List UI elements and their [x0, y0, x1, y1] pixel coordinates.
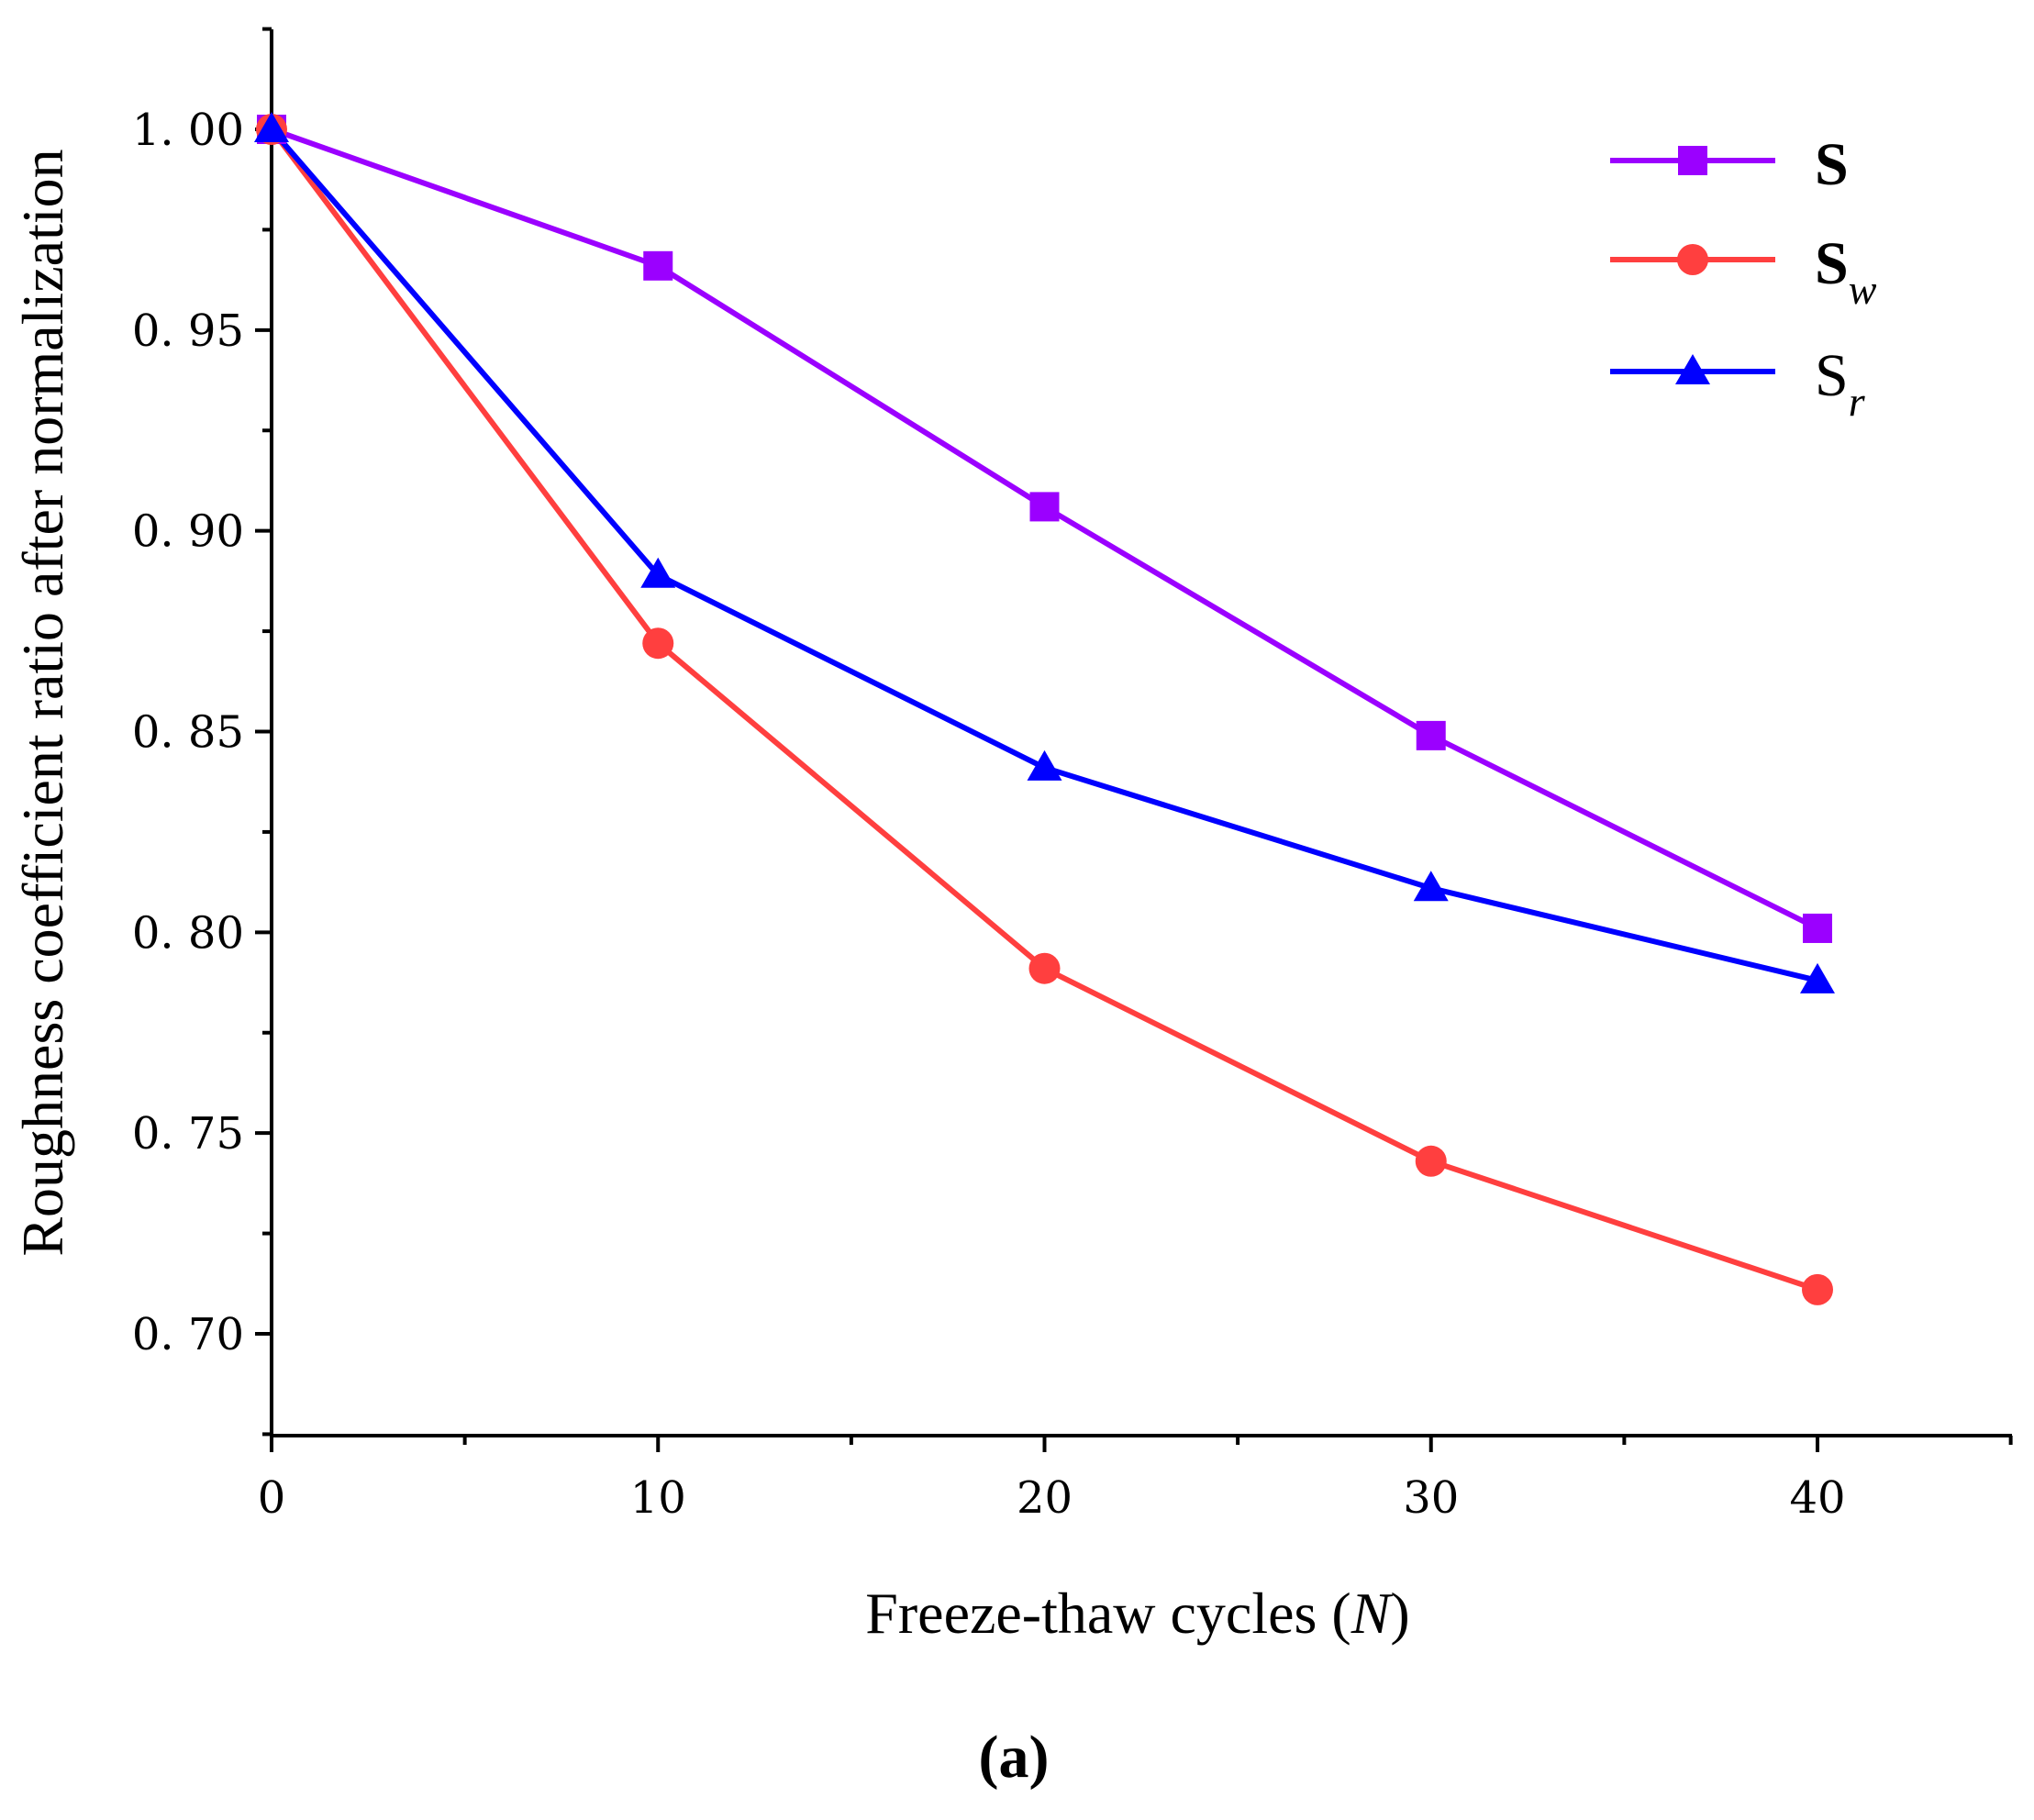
x-tick-label: 20 [1017, 1472, 1073, 1524]
series-line-s-r [269, 128, 1818, 983]
legend-marker-s [1678, 146, 1707, 175]
legend-label-subscript: w [1849, 266, 1877, 313]
data-point-s-r [254, 112, 289, 142]
series-line-s-w [269, 128, 1818, 1293]
data-point-s-r [1413, 871, 1449, 902]
series-markers-group [254, 112, 1835, 1305]
y-tick-label: 0. 70 [132, 1309, 244, 1360]
x-tick-label: 40 [1789, 1472, 1845, 1524]
y-tick-label: 0. 90 [132, 506, 244, 558]
data-point-s [1029, 492, 1060, 522]
panel-label: (a) [979, 1724, 1050, 1791]
data-point-s-w [1802, 1273, 1833, 1305]
data-point-s-w [1415, 1145, 1447, 1177]
axes-group: 0. 70 0. 75 0. 80 0. 85 0. 90 0. 95 1. 00 0 10 20… [132, 27, 2013, 1524]
legend-label-main: S [1815, 342, 1849, 409]
series-lines-group [269, 127, 1819, 1293]
data-point-s-w [642, 627, 674, 660]
data-point-s-r [1027, 749, 1062, 781]
x-tick-label: 10 [630, 1472, 686, 1524]
y-tick-label: 0. 80 [132, 907, 244, 959]
data-point-s [1416, 720, 1446, 750]
x-axis-title: Freeze-thaw cycles (N) [865, 1581, 1409, 1646]
x-tick-label: 0 [258, 1472, 286, 1524]
data-point-s-r [1800, 962, 1835, 993]
x-axis-title-close: ) [1390, 1581, 1409, 1646]
legend-label-s-r: Sr [1815, 342, 1866, 425]
x-axis-title-text: Freeze-thaw cycles ( [865, 1581, 1350, 1646]
data-point-s [1803, 913, 1832, 943]
legend-label-main: S [1815, 131, 1849, 198]
data-point-s-r [640, 557, 676, 588]
legend-label-subscript: r [1849, 378, 1866, 425]
legend-label-main: S [1815, 230, 1849, 297]
series-line-s [271, 127, 1819, 931]
y-tick-label: 0. 85 [132, 707, 244, 759]
x-axis-title-variable: N [1350, 1581, 1394, 1646]
y-tick-label: 0. 75 [132, 1108, 244, 1160]
data-point-s [643, 250, 673, 281]
data-point-s-w [1028, 952, 1061, 984]
legend-label-s: S [1815, 131, 1849, 198]
legend-marker-s-r [1675, 354, 1710, 384]
x-tick-label: 30 [1403, 1472, 1459, 1524]
legend-label-s-w: Sw [1815, 230, 1877, 313]
legend-marker-s-w [1677, 244, 1708, 275]
y-tick-label: 1. 00 [132, 105, 244, 156]
y-axis-title: Roughness coefficient ratio after normal… [10, 149, 75, 1256]
y-tick-label: 0. 95 [132, 305, 244, 357]
